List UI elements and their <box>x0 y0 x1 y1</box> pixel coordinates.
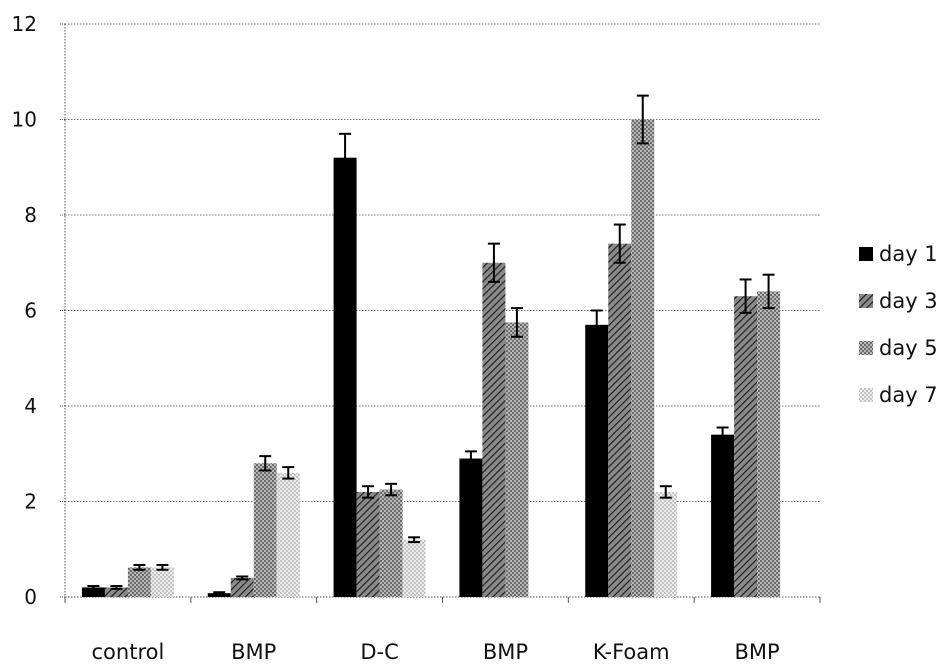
bar-day-3-2 <box>356 491 380 597</box>
y-tick-label: 2 <box>24 490 37 514</box>
bars <box>81 119 781 597</box>
error-bar <box>156 564 169 571</box>
category-label: BMP <box>734 640 779 664</box>
legend-item: day 5 <box>859 336 938 360</box>
bar-day-7-1 <box>276 472 300 597</box>
axes <box>60 23 821 603</box>
bar-day-3-1 <box>230 577 254 597</box>
category-label: control <box>92 640 165 664</box>
error-bar <box>716 426 729 443</box>
error-bar <box>110 585 123 590</box>
bar-day-1-3 <box>459 458 483 597</box>
bar-day-5-5 <box>757 291 781 597</box>
gridlines <box>65 23 820 502</box>
legend-swatch <box>859 341 873 355</box>
error-bar <box>510 307 523 338</box>
bar-day-7-0 <box>150 567 174 597</box>
bar-day-1-2 <box>333 157 357 597</box>
error-bar <box>762 273 775 310</box>
y-tick-label: 10 <box>12 108 37 132</box>
error-bar <box>659 485 672 499</box>
legend-label: day 3 <box>879 289 938 313</box>
legend-swatch <box>859 294 873 308</box>
error-bar <box>133 564 146 571</box>
y-tick-label: 8 <box>24 203 37 227</box>
bar-day-5-2 <box>379 489 403 597</box>
category-labels: control BMP D-C BMP K-Foam BMP <box>92 640 780 664</box>
error-bar <box>613 223 626 264</box>
bar-day-1-5 <box>711 434 735 597</box>
y-tick-label: 12 <box>12 12 37 36</box>
category-label: D-C <box>360 640 398 664</box>
error-bar <box>408 536 421 544</box>
error-bar <box>464 450 477 467</box>
legend-label: day 5 <box>879 336 938 360</box>
error-bar <box>259 455 272 472</box>
error-bars <box>87 94 775 596</box>
error-bar <box>282 466 295 480</box>
y-tick-labels: 0 2 4 6 8 10 12 <box>12 12 37 609</box>
bar-day-5-4 <box>631 119 655 597</box>
bar-day-5-0 <box>127 567 151 597</box>
error-bar <box>487 242 500 283</box>
error-bar <box>385 482 398 497</box>
error-bar <box>236 575 249 581</box>
category-label: BMP <box>483 640 528 664</box>
y-tick-label: 4 <box>24 394 37 418</box>
bar-day-5-3 <box>505 322 529 597</box>
bar-day-3-5 <box>734 296 758 597</box>
legend-item: day 1 <box>859 242 938 266</box>
y-tick-label: 6 <box>24 299 37 323</box>
error-bar <box>590 309 603 341</box>
error-bar <box>87 585 100 590</box>
bar-day-3-0 <box>104 587 128 597</box>
bar-day-5-1 <box>253 463 277 597</box>
bar-day-7-2 <box>402 539 426 597</box>
category-label: K-Foam <box>593 640 670 664</box>
legend-label: day 7 <box>879 383 938 407</box>
legend-label: day 1 <box>879 242 938 266</box>
error-bar <box>339 132 352 183</box>
legend: day 1 day 3 day 5 day 7 <box>859 242 938 407</box>
error-bar <box>213 591 226 596</box>
y-tick-label: 0 <box>24 585 37 609</box>
bar-day-1-4 <box>585 324 609 597</box>
legend-item: day 7 <box>859 383 938 407</box>
category-label: BMP <box>231 640 276 664</box>
legend-swatch <box>859 388 873 402</box>
error-bar <box>739 278 752 314</box>
error-bar <box>362 485 375 499</box>
bar-day-1-0 <box>81 587 105 597</box>
bar-day-7-4 <box>654 491 678 597</box>
bar-day-3-4 <box>608 243 632 597</box>
legend-item: day 3 <box>859 289 938 313</box>
error-bar <box>636 94 649 145</box>
bar-day-3-3 <box>482 262 506 597</box>
legend-swatch <box>859 247 873 261</box>
